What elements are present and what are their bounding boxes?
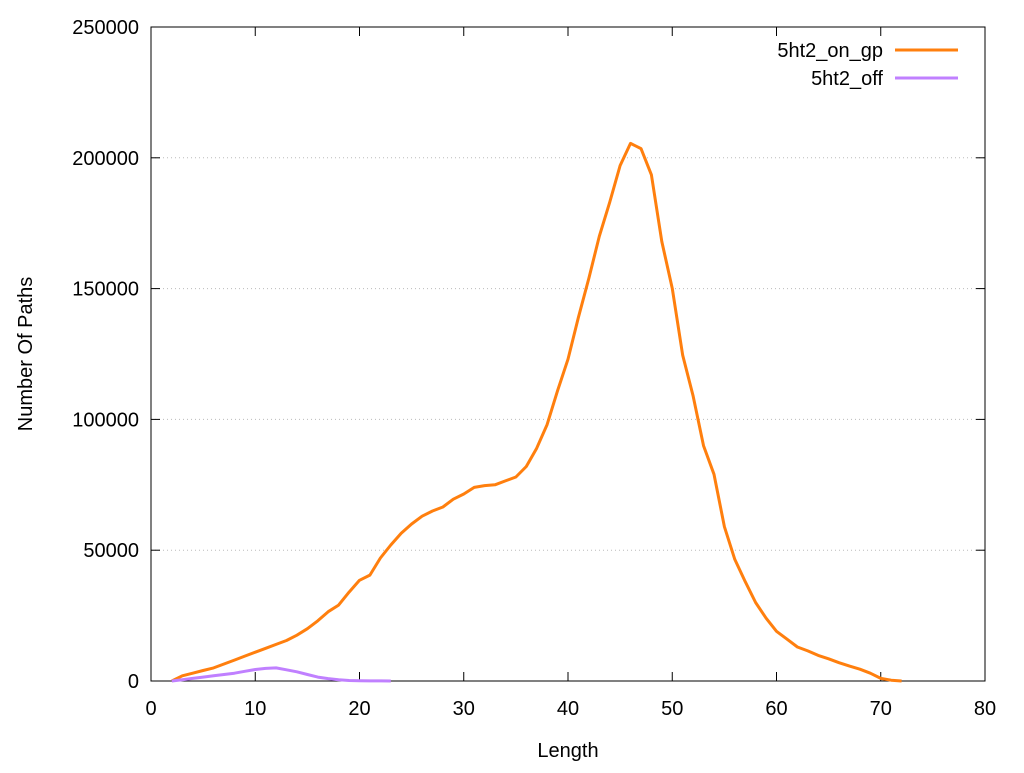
x-tick-label: 80 — [974, 698, 996, 720]
x-tick-label: 40 — [557, 698, 579, 720]
line-series — [171, 666, 391, 683]
y-tick-label: 150000 — [72, 279, 139, 301]
plot-frame — [150, 26, 986, 682]
legend-label: 5ht2_on_gp — [777, 40, 883, 62]
y-tick-label: 100000 — [72, 409, 139, 431]
y-axis-label: Number Of Paths — [15, 277, 37, 432]
x-tick-label: 0 — [145, 698, 156, 720]
y-tick-label: 200000 — [72, 148, 139, 170]
x-tick-label: 10 — [244, 698, 266, 720]
y-tick-label: 250000 — [72, 17, 139, 39]
x-tick-label: 30 — [453, 698, 475, 720]
legend-label: 5ht2_off — [811, 68, 883, 90]
x-tick-label: 50 — [661, 698, 683, 720]
x-axis-label: Length — [537, 740, 598, 762]
y-tick-label: 0 — [128, 671, 139, 693]
x-tick-label: 20 — [348, 698, 370, 720]
line-series — [171, 141, 902, 683]
x-tick-label: 60 — [765, 698, 787, 720]
x-tick-label: 70 — [870, 698, 892, 720]
y-tick-label: 50000 — [83, 540, 139, 562]
